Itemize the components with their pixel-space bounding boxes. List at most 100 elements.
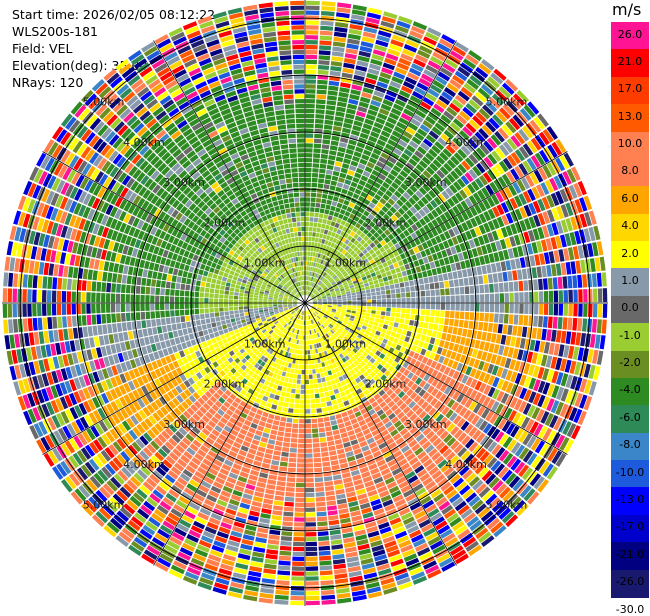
range-gate [223, 374, 230, 381]
range-gate [359, 239, 366, 245]
range-gate [340, 288, 345, 292]
range-gate [486, 425, 497, 437]
range-gate [250, 395, 257, 402]
range-gate [291, 322, 295, 327]
range-gate [448, 218, 456, 228]
range-gate [242, 322, 247, 327]
range-gate [314, 317, 318, 322]
range-gate [212, 586, 227, 595]
range-gate [468, 357, 476, 367]
range-gate [570, 216, 578, 231]
range-gate [389, 316, 395, 322]
range-gate [399, 334, 406, 341]
range-gate [398, 117, 409, 126]
range-gate [533, 423, 544, 437]
range-gate [356, 275, 361, 280]
range-gate [518, 447, 530, 460]
range-gate [382, 181, 390, 189]
range-gate [234, 364, 240, 371]
range-gate [569, 360, 577, 374]
range-gate [361, 336, 367, 342]
range-gate [450, 303, 455, 311]
range-gate [351, 209, 358, 215]
range-gate [323, 229, 329, 235]
range-gate [164, 427, 174, 437]
range-gate [333, 212, 340, 218]
range-gate [510, 371, 518, 383]
range-gate [291, 310, 295, 314]
range-gate [334, 338, 340, 343]
range-gate [369, 357, 376, 364]
range-gate [332, 326, 338, 331]
range-gate [279, 461, 288, 467]
range-gate [333, 333, 338, 338]
range-gate [363, 279, 368, 284]
range-gate [352, 252, 358, 258]
range-gate [40, 436, 51, 451]
range-gate [471, 135, 482, 146]
range-gate [182, 575, 198, 585]
range-gate [325, 281, 330, 286]
range-gate [179, 519, 192, 529]
range-gate [351, 9, 366, 16]
range-gate [307, 286, 310, 291]
range-gate [246, 348, 252, 354]
range-gate [259, 389, 266, 395]
range-gate [364, 166, 373, 173]
range-gate [376, 307, 381, 311]
range-gate [225, 437, 234, 446]
range-gate [337, 304, 342, 307]
range-gate [325, 431, 333, 437]
range-gate [499, 303, 505, 313]
range-gate [577, 410, 587, 426]
range-gate [406, 422, 415, 431]
range-gate [506, 493, 519, 506]
range-gate [419, 423, 428, 433]
range-gate [410, 286, 415, 292]
range-gate [219, 362, 226, 370]
range-gate [198, 431, 208, 440]
range-gate [399, 195, 408, 204]
range-gate [540, 354, 548, 367]
range-gate [379, 401, 387, 409]
range-gate [193, 400, 202, 409]
range-gate [460, 232, 468, 242]
range-gate [354, 285, 360, 290]
range-gate [309, 281, 312, 286]
range-gate [369, 174, 378, 181]
range-gate [305, 133, 314, 138]
range-gate [272, 384, 278, 390]
range-gate [300, 384, 305, 389]
range-gate [338, 402, 345, 408]
range-gate [305, 79, 316, 84]
range-gate [469, 285, 475, 294]
range-gate [387, 459, 397, 467]
range-gate [481, 124, 493, 136]
range-gate [519, 220, 527, 232]
range-gate [210, 512, 223, 521]
range-gate [315, 348, 319, 354]
range-gate [339, 513, 350, 519]
range-gate [308, 325, 311, 330]
range-gate [370, 313, 376, 318]
range-gate [257, 359, 263, 365]
range-gate [301, 369, 305, 375]
range-gate [393, 190, 402, 199]
range-gate [356, 184, 364, 191]
range-gate [68, 455, 80, 469]
range-gate [313, 153, 321, 159]
range-gate [490, 460, 502, 472]
range-gate [406, 144, 416, 153]
range-gate [426, 358, 433, 367]
range-gate [548, 303, 554, 316]
range-gate [403, 108, 414, 117]
range-gate [445, 187, 454, 197]
range-gate [238, 327, 244, 332]
range-gate [340, 324, 346, 329]
range-gate [311, 295, 315, 299]
range-gate [254, 356, 260, 362]
range-gate [357, 267, 363, 272]
range-gate [394, 472, 404, 481]
range-gate [532, 228, 540, 241]
range-gate [326, 164, 334, 170]
